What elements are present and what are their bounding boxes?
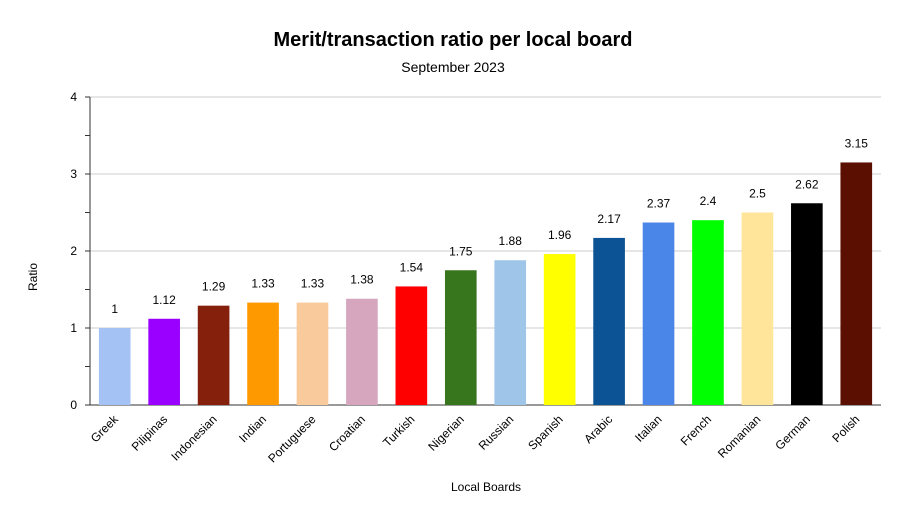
data-label: 1.88 [499,234,523,248]
x-tick-label: Indonesian [168,412,219,463]
bar [395,286,428,405]
data-label: 1.38 [350,273,374,287]
bar [543,254,576,405]
chart-title: Merit/transaction ratio per local board [274,29,633,51]
x-tick-label: Turkish [380,412,417,449]
data-label: 1.12 [152,293,176,307]
bars [98,162,873,405]
y-tick-label: 4 [70,90,77,104]
data-label: 2.4 [700,194,717,208]
x-tick-label: Polish [829,412,862,445]
y-tick-label: 3 [70,167,77,181]
bar [346,298,378,405]
bar [98,328,131,405]
x-tick-label: German [772,412,813,453]
x-tick-label: Indian [236,412,269,445]
bar [444,270,477,405]
bar [296,302,329,405]
x-tick-label: Pilipinas [129,412,171,454]
x-tick-label: Spanish [525,412,566,453]
bar [197,305,230,405]
data-label: 1.29 [202,280,226,294]
data-label: 2.37 [647,197,671,211]
x-axis-label: Local Boards [451,480,521,494]
x-tick-label: Romanian [715,412,764,461]
data-label: 1.54 [400,260,424,274]
bar [642,222,675,405]
data-label: 1 [111,302,118,316]
y-tick-label: 2 [70,244,77,258]
x-tick-label: Russian [476,412,517,453]
y-tick-label: 1 [70,321,77,335]
bar [148,318,180,405]
y-tick-label: 0 [70,398,77,412]
x-tick-label: Nigerian [425,412,467,454]
bar [247,302,279,405]
bar [791,203,823,405]
x-tick-label: French [678,412,714,448]
x-tick-label: Portuguese [265,412,319,466]
bar [494,260,527,405]
x-tick-label: Croatian [326,412,368,454]
x-tick-label: Italian [632,412,665,445]
data-label: 1.96 [548,228,572,242]
chart-subtitle: September 2023 [401,59,505,75]
bar [593,237,625,405]
data-label: 1.75 [449,244,473,258]
data-label: 2.5 [749,187,766,201]
data-label: 1.33 [251,277,275,291]
x-tick-label: Arabic [581,412,615,446]
data-label: 3.15 [845,136,869,150]
data-labels: 1 1.12 1.29 1.33 1.33 1.38 1.54 1.75 1.88 1.96 2.1… [111,136,868,316]
y-axis-label: Ratio [26,263,40,291]
data-label: 2.17 [597,212,621,226]
bar [692,220,724,405]
bar [840,162,873,405]
x-tick-label: Greek [88,412,122,446]
data-label: 1.33 [301,277,325,291]
bar [741,212,774,405]
data-label: 2.62 [795,177,819,191]
